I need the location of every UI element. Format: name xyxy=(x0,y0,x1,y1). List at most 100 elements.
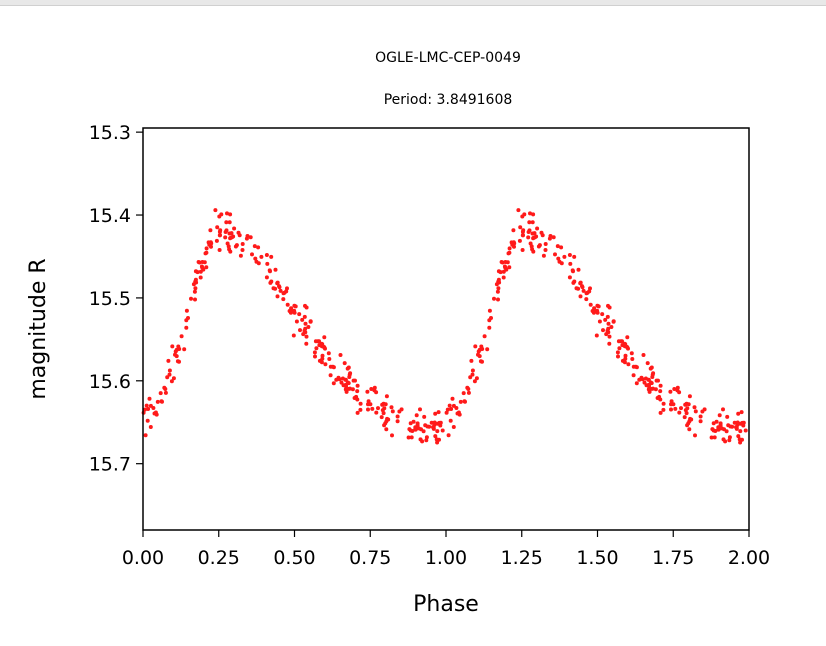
data-point xyxy=(445,407,450,412)
data-point xyxy=(527,228,532,233)
data-point xyxy=(721,437,726,442)
data-point xyxy=(227,247,232,252)
data-point xyxy=(167,372,172,377)
data-point xyxy=(740,420,745,425)
chart-title: OGLE-LMC-CEP-0049 xyxy=(375,50,521,66)
data-point xyxy=(578,294,583,299)
data-point xyxy=(470,368,475,373)
data-point xyxy=(658,389,663,394)
data-point xyxy=(567,275,572,280)
data-point xyxy=(605,328,610,333)
data-point xyxy=(658,410,663,415)
data-point xyxy=(317,343,322,348)
data-point xyxy=(358,407,363,412)
data-point xyxy=(648,366,653,371)
data-point xyxy=(570,268,575,273)
data-point xyxy=(176,344,181,349)
data-point xyxy=(424,435,429,440)
data-point xyxy=(539,230,544,235)
x-axis-label: Phase xyxy=(413,592,479,617)
data-point xyxy=(644,383,649,388)
data-point xyxy=(498,270,503,275)
data-point xyxy=(285,302,290,307)
data-point xyxy=(675,388,680,393)
data-point xyxy=(520,248,525,252)
y-axis-ticks: 15.3 15.4 15.5 15.6 15.7 xyxy=(89,122,143,476)
data-point xyxy=(669,402,673,407)
data-point xyxy=(567,253,572,257)
data-point xyxy=(414,413,419,418)
data-point xyxy=(596,304,601,309)
data-point xyxy=(717,413,722,418)
data-point xyxy=(303,321,308,326)
data-point xyxy=(219,212,224,217)
data-point xyxy=(732,420,737,425)
data-point xyxy=(163,387,168,391)
data-point xyxy=(594,333,599,338)
data-point xyxy=(169,379,174,384)
data-point xyxy=(163,390,168,395)
data-point xyxy=(253,256,258,261)
data-point xyxy=(341,383,346,388)
data-point xyxy=(651,386,655,391)
data-point xyxy=(193,297,197,302)
x-tick-label: 2.00 xyxy=(728,547,770,569)
data-point xyxy=(291,333,296,338)
data-point xyxy=(372,388,377,393)
x-tick-label: 1.75 xyxy=(652,547,694,569)
data-point xyxy=(530,231,535,236)
data-point xyxy=(446,433,451,438)
data-point xyxy=(734,426,739,431)
data-point xyxy=(407,427,412,432)
data-point xyxy=(213,208,218,213)
data-point xyxy=(238,253,243,258)
data-point xyxy=(489,316,493,320)
data-point xyxy=(250,252,254,257)
data-point xyxy=(626,362,631,367)
data-point xyxy=(687,427,692,432)
data-point xyxy=(384,427,389,432)
data-point xyxy=(292,310,297,315)
x-tick-label: 1.00 xyxy=(425,547,467,569)
data-point xyxy=(166,358,171,363)
data-point xyxy=(304,334,309,339)
data-point xyxy=(343,387,348,392)
data-point xyxy=(637,377,642,382)
data-point xyxy=(592,309,597,314)
data-point xyxy=(390,433,394,438)
data-point xyxy=(380,408,385,413)
data-point xyxy=(497,280,502,285)
data-point xyxy=(228,212,233,217)
data-point xyxy=(204,250,209,255)
data-point xyxy=(683,402,688,407)
data-point xyxy=(406,435,411,440)
data-point xyxy=(630,357,635,361)
data-point xyxy=(240,248,245,252)
data-point xyxy=(217,248,222,252)
data-point xyxy=(528,211,532,216)
data-point xyxy=(693,409,698,414)
data-point xyxy=(482,334,487,339)
data-point xyxy=(588,302,593,307)
data-point xyxy=(581,288,586,293)
x-tick-label: 0.75 xyxy=(349,547,391,569)
data-point xyxy=(189,296,193,301)
data-point xyxy=(223,235,228,240)
data-point xyxy=(304,341,309,346)
data-point xyxy=(597,319,602,324)
data-point xyxy=(601,328,605,333)
data-point xyxy=(468,375,473,380)
data-point xyxy=(395,419,400,424)
data-point xyxy=(436,410,441,415)
data-point xyxy=(224,228,229,233)
data-point xyxy=(435,429,440,434)
data-point xyxy=(604,332,609,337)
data-point xyxy=(541,253,546,258)
data-point xyxy=(268,280,273,285)
data-point xyxy=(620,339,624,344)
data-point xyxy=(698,414,703,419)
data-point xyxy=(625,335,630,340)
data-point xyxy=(714,419,719,424)
data-point xyxy=(184,325,189,330)
